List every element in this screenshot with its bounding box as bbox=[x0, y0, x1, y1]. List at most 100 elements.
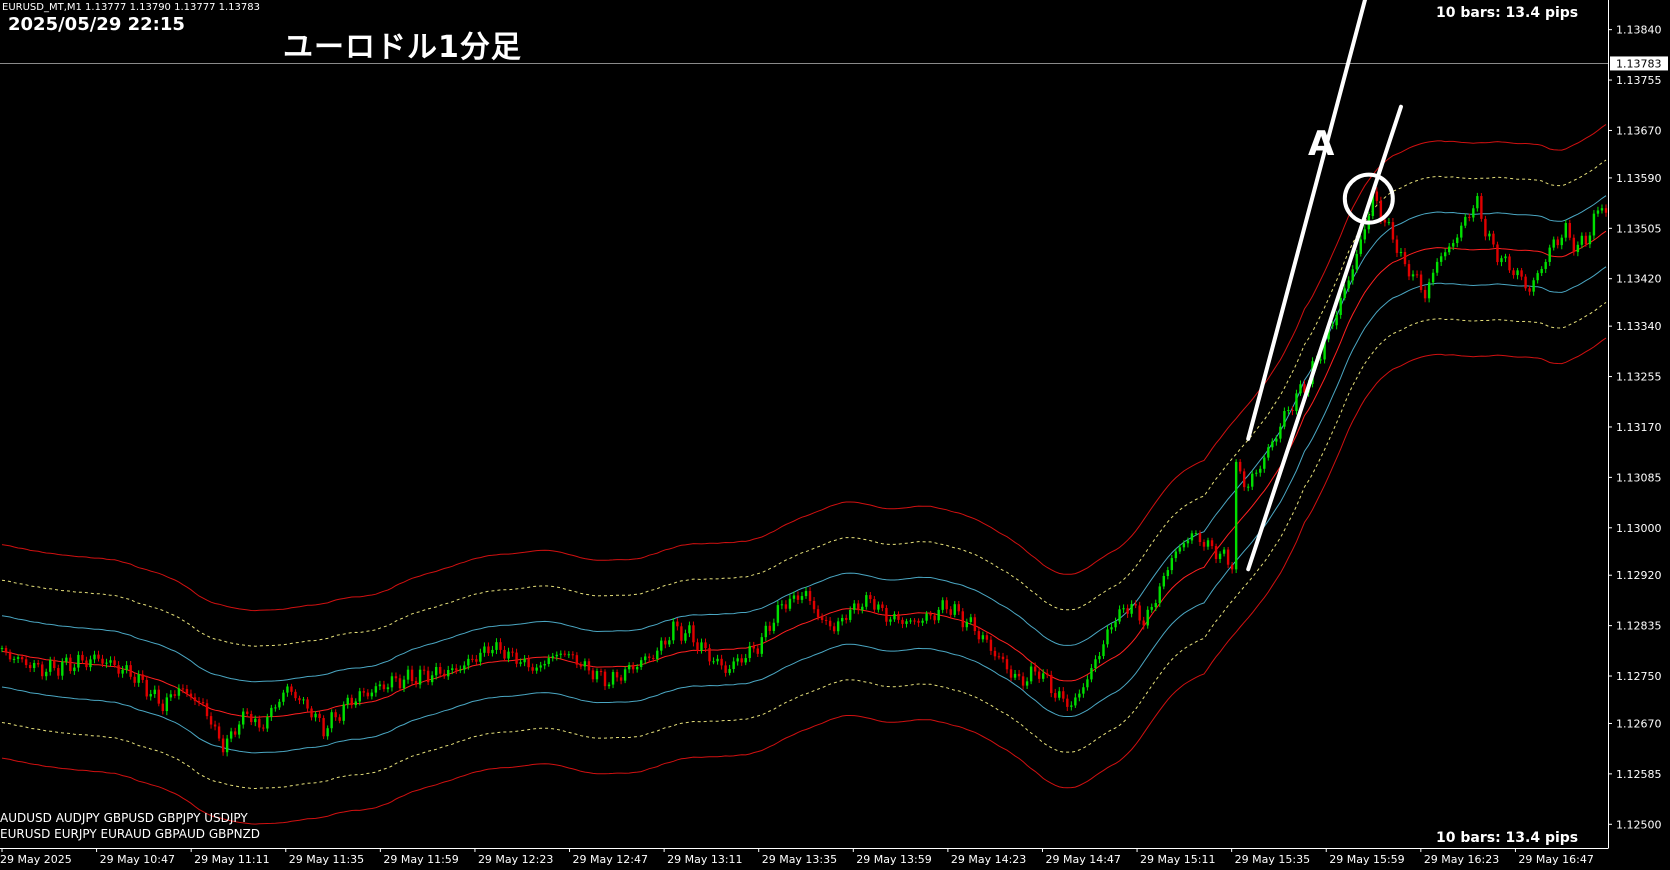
candle-body bbox=[547, 658, 550, 664]
candle-body bbox=[997, 656, 1001, 658]
candle-body bbox=[1423, 289, 1427, 299]
candle-body bbox=[290, 686, 293, 692]
candle-body bbox=[688, 625, 691, 634]
candle-body bbox=[1468, 216, 1471, 218]
candle-body bbox=[792, 595, 796, 599]
candle-body bbox=[1126, 608, 1129, 614]
symbol-list-row-1[interactable]: AUDUSD AUDJPY GBPUSD GBPJPY USDJPY bbox=[0, 811, 248, 825]
candle-body bbox=[117, 665, 120, 674]
candle-body bbox=[217, 726, 221, 739]
candle-body bbox=[1427, 282, 1431, 299]
candle-body bbox=[1017, 673, 1021, 677]
candle-body bbox=[201, 702, 205, 704]
candle-body bbox=[1391, 222, 1395, 240]
candle-body bbox=[1170, 558, 1174, 571]
candle-body bbox=[101, 658, 104, 664]
candle-body bbox=[366, 692, 370, 697]
candle-body bbox=[398, 678, 402, 689]
candle-body bbox=[925, 613, 928, 621]
candle-body bbox=[213, 724, 217, 727]
candle-body bbox=[619, 677, 623, 681]
candle-body bbox=[1472, 208, 1475, 218]
candle-body bbox=[258, 718, 261, 728]
lower-band-band_blue bbox=[1, 266, 1607, 754]
candle-body bbox=[49, 660, 52, 672]
candle-body bbox=[1046, 673, 1049, 675]
candle-body bbox=[639, 660, 643, 668]
candles bbox=[0, 187, 1608, 757]
candle-body bbox=[744, 658, 747, 663]
candle-body bbox=[61, 661, 64, 676]
candle-body bbox=[1021, 676, 1025, 686]
candle-body bbox=[1319, 359, 1322, 361]
candle-body bbox=[1190, 533, 1194, 541]
candle-body bbox=[1142, 620, 1145, 626]
candle-body bbox=[8, 651, 12, 660]
candle-body bbox=[113, 660, 116, 666]
candle-body bbox=[1001, 656, 1005, 660]
candle-body bbox=[1359, 239, 1362, 254]
candle-body bbox=[282, 692, 285, 702]
candle-body bbox=[1174, 551, 1178, 559]
candle-body bbox=[1492, 233, 1495, 245]
candle-body bbox=[463, 665, 466, 670]
candle-body bbox=[149, 694, 152, 697]
candle-body bbox=[648, 656, 651, 658]
candle-body bbox=[125, 665, 128, 671]
candle-body bbox=[161, 703, 165, 712]
candle-body bbox=[121, 670, 124, 674]
candle-body bbox=[1596, 210, 1600, 214]
candle-body bbox=[1299, 384, 1302, 394]
candle-body bbox=[209, 716, 213, 725]
candle-body bbox=[1536, 273, 1539, 281]
candle-body bbox=[877, 604, 880, 610]
candle-body bbox=[342, 704, 345, 721]
candle-body bbox=[479, 652, 482, 662]
candle-body bbox=[406, 669, 410, 680]
candle-body bbox=[1029, 666, 1033, 682]
candle-body bbox=[1194, 533, 1198, 535]
candle-body bbox=[338, 717, 341, 721]
candle-body bbox=[1222, 549, 1226, 554]
candle-body bbox=[615, 671, 619, 678]
candle-body bbox=[740, 658, 743, 663]
candle-body bbox=[1279, 426, 1282, 439]
candle-body bbox=[1327, 325, 1330, 340]
candle-body bbox=[1291, 409, 1294, 411]
candle-body bbox=[434, 667, 438, 676]
candle-body bbox=[1013, 673, 1017, 678]
candle-body bbox=[543, 663, 546, 666]
candle-body bbox=[1443, 252, 1447, 257]
candle-body bbox=[262, 727, 265, 729]
x-tick-label: 29 May 15:11 bbox=[1140, 853, 1215, 866]
candle-body bbox=[724, 665, 727, 673]
candle-body bbox=[165, 697, 169, 712]
candle-body bbox=[832, 626, 836, 632]
candle-body bbox=[1435, 261, 1439, 273]
candle-body bbox=[1110, 627, 1113, 630]
candle-body bbox=[973, 617, 977, 632]
candle-body bbox=[350, 697, 353, 706]
symbol-list-row-2[interactable]: EURUSD EURJPY EURAUD GBPAUD GBPNZD bbox=[0, 827, 261, 841]
candle-body bbox=[1303, 384, 1306, 393]
candle-body bbox=[1524, 276, 1527, 289]
candle-body bbox=[623, 669, 627, 681]
candle-body bbox=[704, 642, 707, 649]
candle-body bbox=[1351, 269, 1354, 281]
candle-body bbox=[1206, 540, 1210, 547]
y-tick-label: 1.12835 bbox=[1616, 620, 1662, 633]
candle-body bbox=[1166, 570, 1170, 577]
candle-body bbox=[1005, 659, 1009, 670]
candle-body bbox=[483, 646, 486, 653]
candle-body bbox=[1275, 438, 1278, 442]
candle-body bbox=[563, 653, 567, 655]
candle-body bbox=[591, 670, 595, 680]
x-tick-label: 29 May 14:47 bbox=[1045, 853, 1120, 866]
candle-body bbox=[523, 658, 526, 663]
candle-body bbox=[909, 620, 912, 622]
candle-body bbox=[587, 661, 591, 671]
candle-body bbox=[1584, 235, 1588, 245]
x-tick-label: 29 May 12:47 bbox=[573, 853, 648, 866]
